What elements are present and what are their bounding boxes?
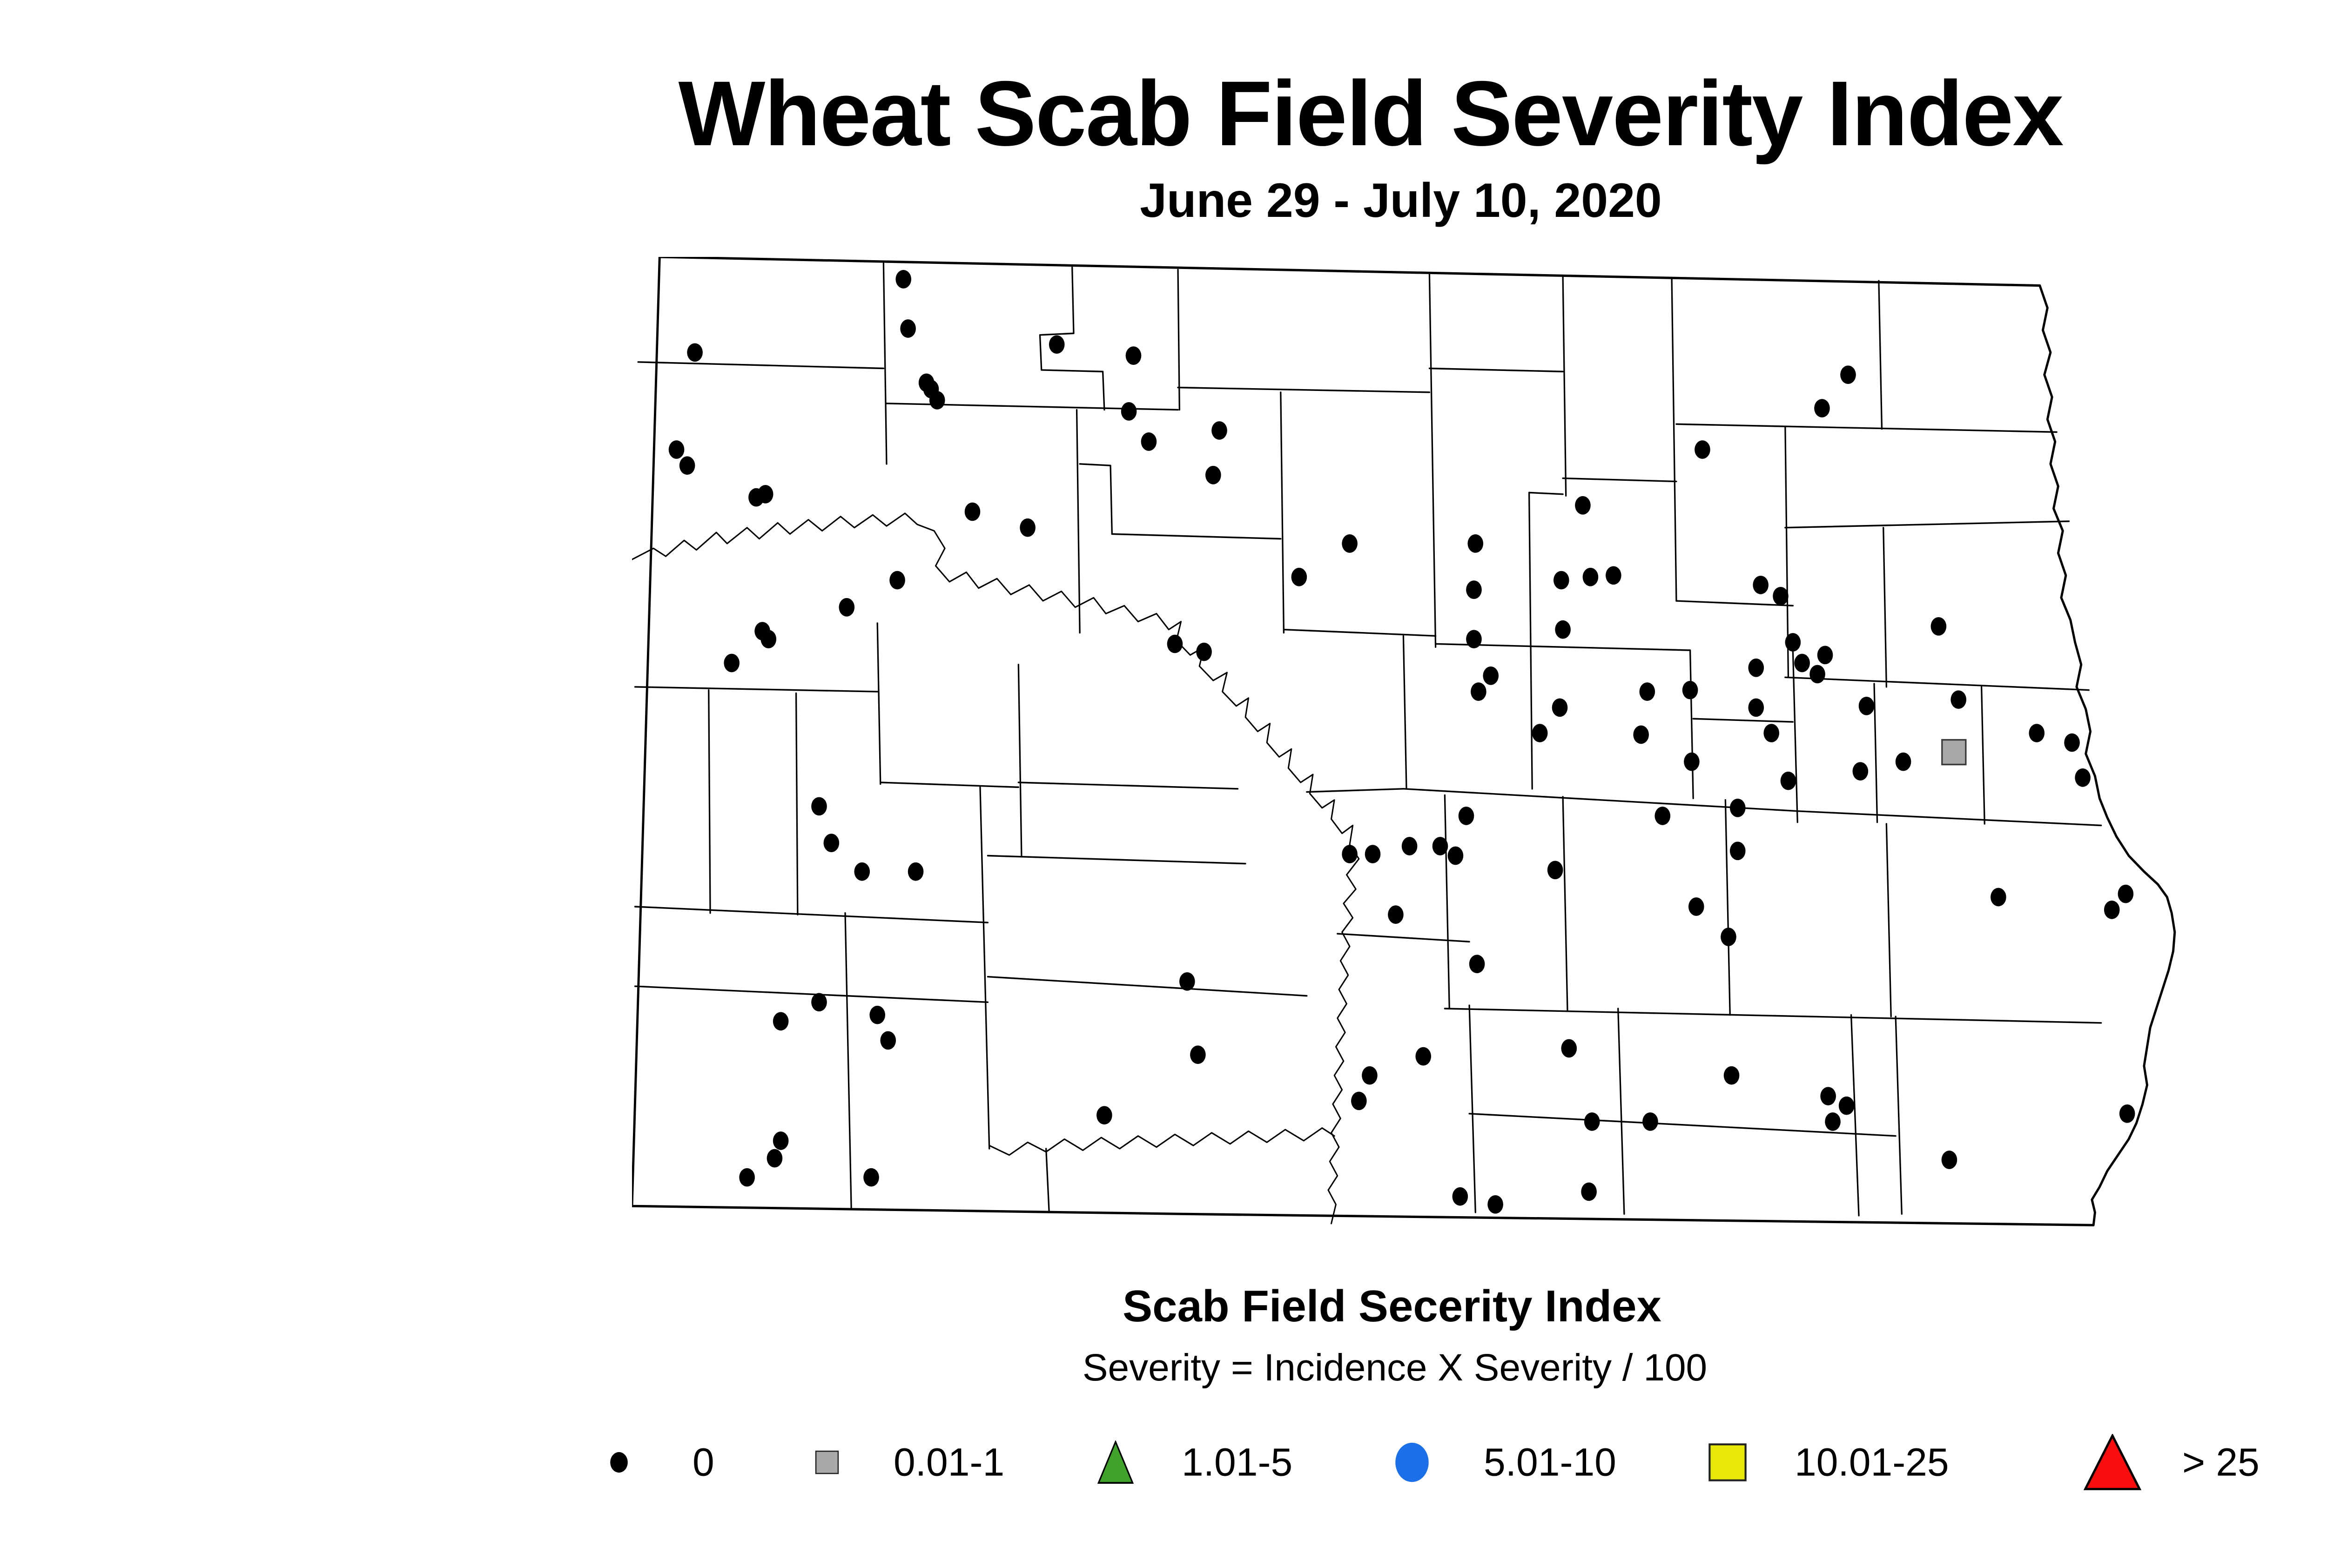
legend-marker-yellow-square-icon <box>1708 1443 1747 1482</box>
nd-county-map <box>632 257 2176 1226</box>
legend-label-001-1: 0.01-1 <box>894 1440 1005 1484</box>
page-title: Wheat Scab Field Severity Index <box>678 62 2064 165</box>
legend-label-1001-25: 10.01-25 <box>1795 1440 1949 1484</box>
legend-marker-green-triangle-icon <box>1097 1440 1134 1484</box>
legend-label-0: 0 <box>693 1440 714 1484</box>
county-borders <box>634 262 2102 1217</box>
legend-formula: Severity = Incidence X Severity / 100 <box>1082 1346 1708 1389</box>
map-data-points <box>668 270 2135 1214</box>
river-lines <box>632 512 1360 1225</box>
legend-marker-blue-circle-icon <box>1394 1442 1430 1483</box>
legend-label-gt-25: > 25 <box>2182 1440 2260 1484</box>
legend-marker-gray-square-icon <box>815 1450 839 1474</box>
legend-label-101-5: 1.01-5 <box>1182 1440 1293 1484</box>
legend-label-501-10: 5.01-10 <box>1484 1440 1616 1484</box>
legend-marker-black-dot-icon <box>610 1452 628 1473</box>
legend-title: Scab Field Secerity Index <box>1123 1281 1661 1331</box>
legend-marker-red-triangle-icon <box>2083 1433 2142 1491</box>
page-subtitle: June 29 - July 10, 2020 <box>1140 174 1662 228</box>
